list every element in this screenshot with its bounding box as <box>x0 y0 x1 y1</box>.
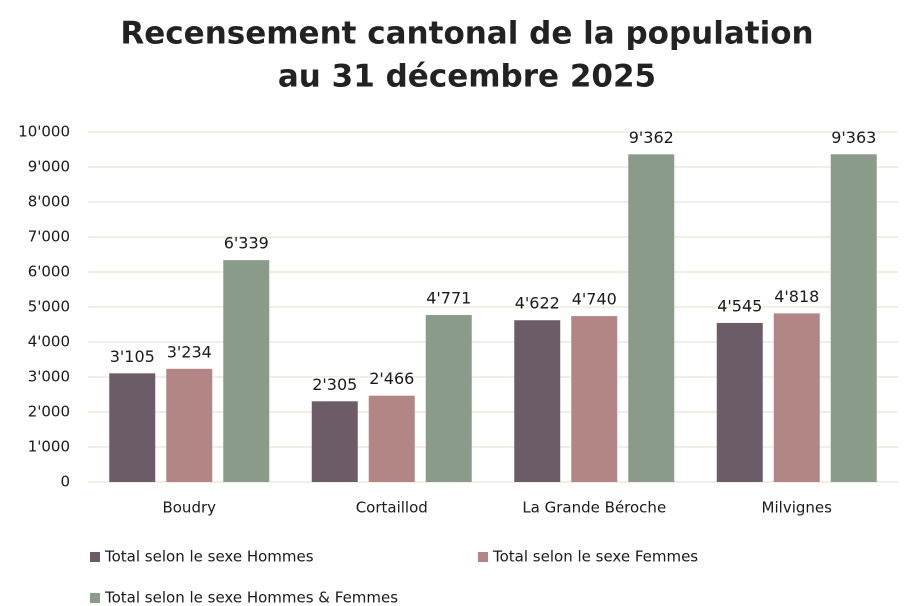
chart-title: Recensement cantonal de la population <box>120 16 813 52</box>
x-tick-label: Milvignes <box>762 499 833 517</box>
data-label: 3'105 <box>110 347 155 366</box>
bar <box>223 260 270 482</box>
y-tick-label: 5'000 <box>28 298 70 316</box>
legend-label: Total selon le sexe Femmes <box>492 548 698 566</box>
data-label: 9'363 <box>831 128 876 147</box>
data-label: 4'622 <box>515 294 560 313</box>
bar <box>830 154 877 483</box>
legend-swatch <box>478 552 488 562</box>
y-tick-label: 7'000 <box>28 228 70 246</box>
y-tick-label: 0 <box>60 473 70 491</box>
data-label: 3'234 <box>167 342 212 361</box>
data-label: 4'771 <box>426 289 471 308</box>
bar <box>425 315 472 482</box>
bar <box>628 154 675 482</box>
bar <box>311 401 358 482</box>
bar <box>571 316 618 482</box>
data-label: 4'740 <box>572 290 617 309</box>
y-tick-label: 10'000 <box>18 123 70 141</box>
data-label: 2'305 <box>312 375 357 394</box>
data-label: 6'339 <box>224 234 269 253</box>
data-label: 9'362 <box>629 128 674 147</box>
y-tick-label: 4'000 <box>28 333 70 351</box>
y-tick-label: 3'000 <box>28 368 70 386</box>
legend-label: Total selon le sexe Hommes & Femmes <box>104 589 398 606</box>
chart-title: au 31 décembre 2025 <box>278 59 656 95</box>
bar <box>716 322 763 482</box>
bar <box>109 373 156 482</box>
bar <box>166 368 213 482</box>
y-tick-label: 6'000 <box>28 263 70 281</box>
y-tick-label: 2'000 <box>28 403 70 421</box>
y-tick-label: 8'000 <box>28 193 70 211</box>
bar <box>773 313 820 482</box>
x-tick-label: Cortaillod <box>356 499 428 517</box>
x-tick-label: La Grande Béroche <box>522 499 666 517</box>
y-tick-label: 9'000 <box>28 158 70 176</box>
bar <box>514 320 561 482</box>
y-tick-label: 1'000 <box>28 438 70 456</box>
data-label: 4'545 <box>717 296 762 315</box>
x-tick-label: Boudry <box>162 499 216 517</box>
legend-swatch <box>90 593 100 603</box>
data-label: 2'466 <box>369 369 414 388</box>
legend-swatch <box>90 552 100 562</box>
bar <box>368 395 415 482</box>
legend-label: Total selon le sexe Hommes <box>104 548 314 566</box>
data-label: 4'818 <box>774 287 819 306</box>
